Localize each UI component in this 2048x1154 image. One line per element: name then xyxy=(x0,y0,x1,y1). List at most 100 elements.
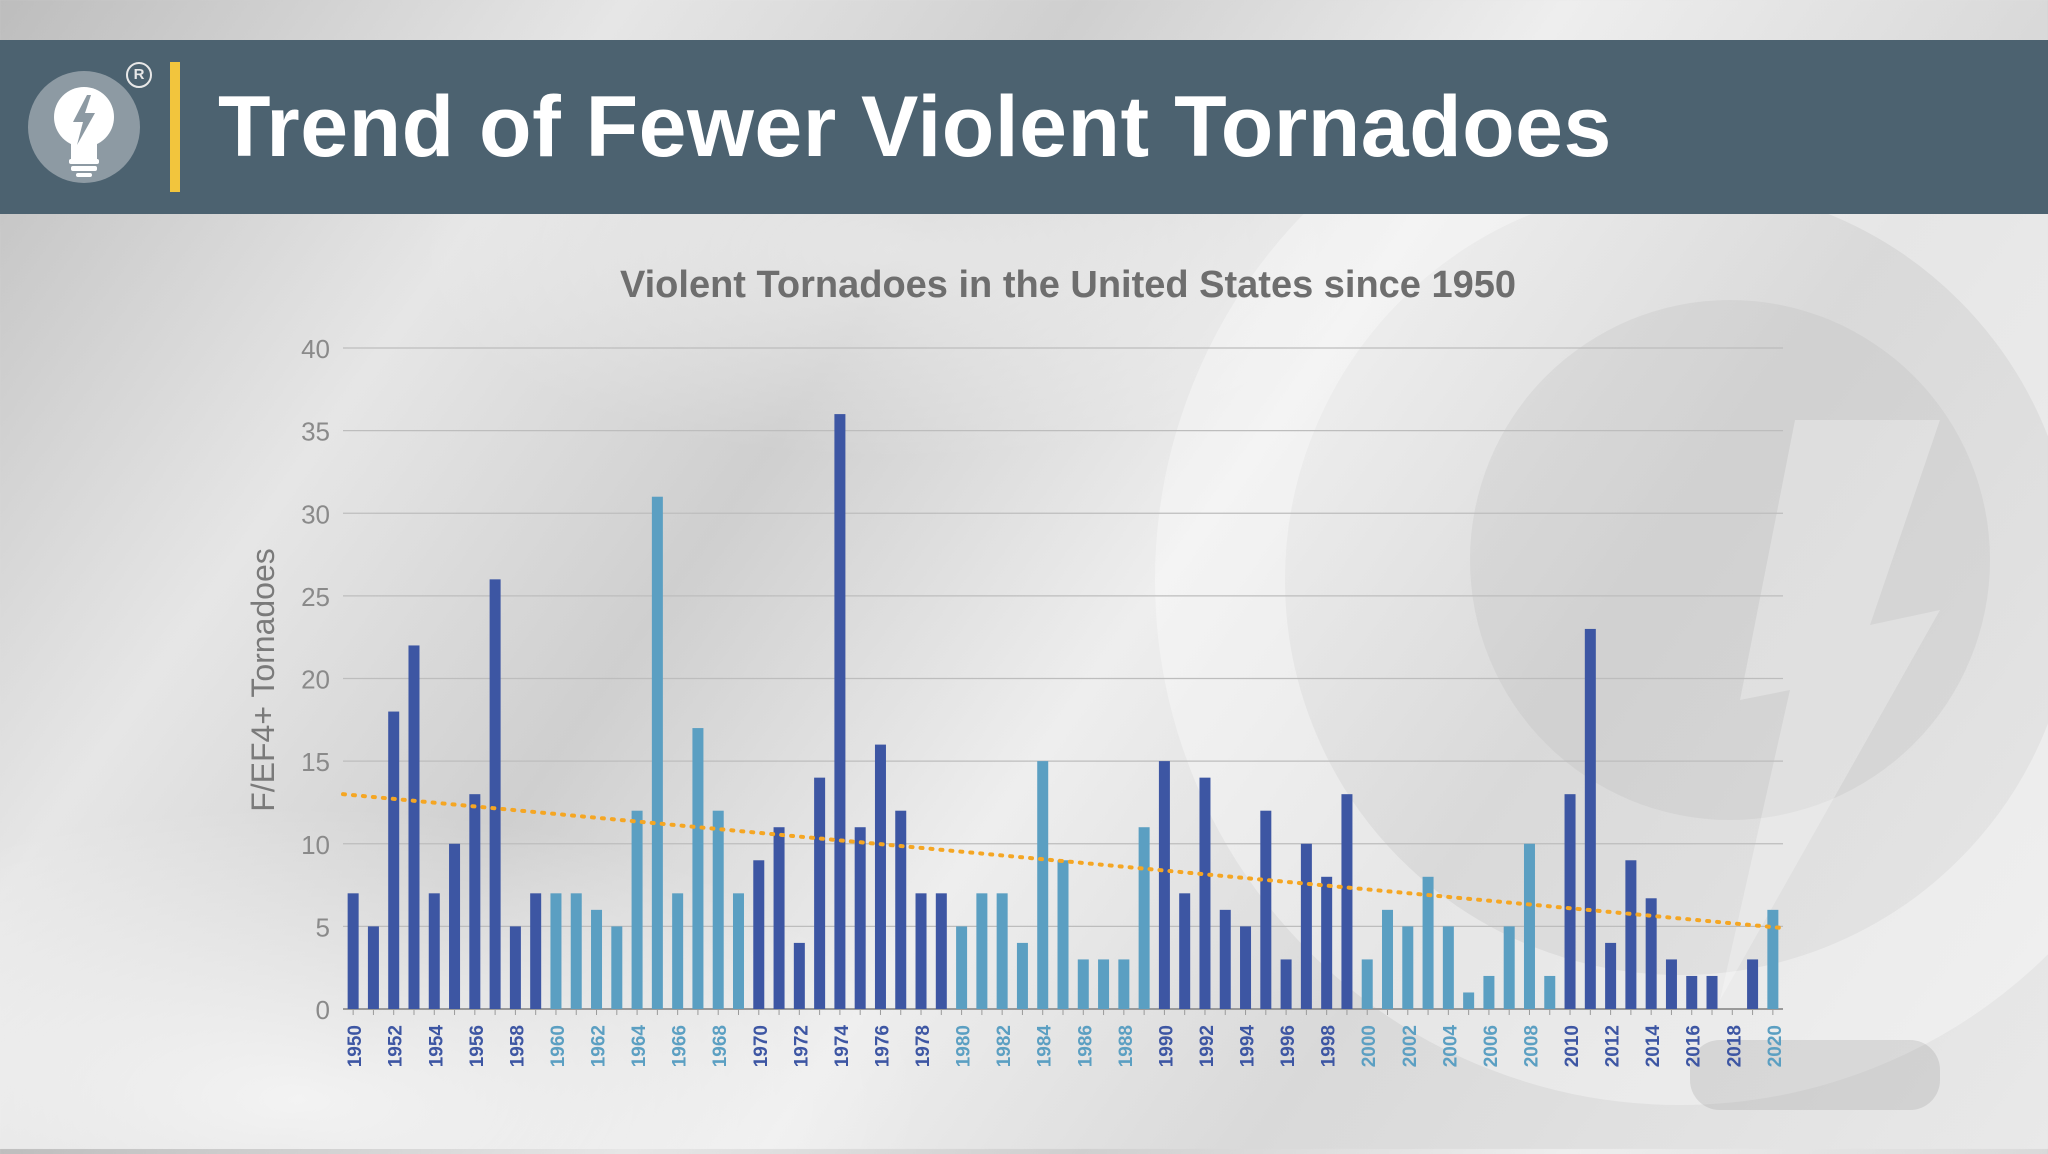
bar-1976 xyxy=(874,744,886,1009)
y-tick-label: 15 xyxy=(301,747,330,777)
x-tick-label: 1992 xyxy=(1197,1025,1218,1067)
bar-1974 xyxy=(834,414,846,1010)
x-tick-label: 2002 xyxy=(1400,1025,1421,1067)
page-title: Trend of Fewer Violent Tornadoes xyxy=(218,79,1612,175)
x-tick-label: 1978 xyxy=(913,1025,934,1067)
bar-2000 xyxy=(1361,959,1373,1009)
bar-2012 xyxy=(1605,942,1617,1009)
x-tick-label: 1952 xyxy=(386,1025,407,1067)
bar-2020 xyxy=(1767,909,1779,1009)
bar-1984 xyxy=(1037,761,1049,1009)
bar-1996 xyxy=(1280,959,1292,1009)
bar-2001 xyxy=(1382,909,1394,1009)
bar-1994 xyxy=(1240,926,1252,1009)
bar-2005 xyxy=(1463,992,1475,1009)
x-tick-label: 2012 xyxy=(1603,1025,1624,1067)
bar-1985 xyxy=(1057,860,1069,1009)
x-tick-label: 1982 xyxy=(994,1025,1015,1067)
x-tick-label: 2018 xyxy=(1724,1025,1745,1067)
x-tick-label: 1976 xyxy=(872,1025,893,1067)
x-tick-label: 1960 xyxy=(548,1025,569,1067)
bar-1997 xyxy=(1300,843,1312,1009)
bar-1975 xyxy=(854,827,866,1009)
x-tick-label: 1994 xyxy=(1238,1025,1259,1068)
bar-1972 xyxy=(793,942,805,1009)
bar-1961 xyxy=(570,893,582,1009)
bar-1965 xyxy=(651,496,663,1010)
bar-1979 xyxy=(935,893,947,1009)
bar-1981 xyxy=(976,893,988,1009)
bar-1973 xyxy=(814,777,826,1009)
bar-1999 xyxy=(1341,794,1353,1009)
bars xyxy=(347,414,1779,1010)
bar-1958 xyxy=(509,926,521,1009)
bar-1951 xyxy=(367,926,379,1009)
bar-1987 xyxy=(1098,959,1110,1009)
trendline xyxy=(341,792,1785,931)
x-tick-label: 1962 xyxy=(589,1025,610,1067)
bar-1959 xyxy=(530,893,542,1009)
bar-1966 xyxy=(672,893,684,1009)
x-tick-label: 2010 xyxy=(1562,1025,1583,1067)
bar-1995 xyxy=(1260,810,1272,1009)
x-tick-label: 1950 xyxy=(345,1025,366,1067)
x-tick-label: 1968 xyxy=(710,1025,731,1067)
bar-1991 xyxy=(1179,893,1191,1009)
bar-1986 xyxy=(1077,959,1089,1009)
x-tick-label: 2000 xyxy=(1359,1025,1380,1067)
bar-2003 xyxy=(1422,876,1434,1009)
x-tick-label: 2004 xyxy=(1440,1025,1461,1068)
x-tick-label: 1998 xyxy=(1319,1025,1340,1067)
x-tick-label: 1966 xyxy=(670,1025,691,1067)
bar-1969 xyxy=(732,893,744,1009)
x-tick-label: 1954 xyxy=(426,1025,447,1068)
y-axis-ticks: 0 5 10 15 20 25 30 35 40 xyxy=(301,334,330,1025)
bar-2006 xyxy=(1483,975,1495,1009)
bar-2014 xyxy=(1645,898,1657,1009)
bar-1992 xyxy=(1199,777,1211,1009)
bar-1964 xyxy=(631,810,643,1009)
bar-1978 xyxy=(915,893,927,1009)
bar-1970 xyxy=(753,860,765,1009)
trendline-dotted xyxy=(341,792,1785,931)
x-tick-label: 2008 xyxy=(1521,1025,1542,1067)
bar-2011 xyxy=(1584,628,1596,1009)
bar-2007 xyxy=(1503,926,1515,1009)
bar-2008 xyxy=(1523,843,1535,1009)
chart-title: Violent Tornadoes in the United States s… xyxy=(620,264,1516,306)
x-tick-label: 1984 xyxy=(1035,1025,1056,1068)
bar-2004 xyxy=(1442,926,1454,1009)
y-tick-label: 30 xyxy=(301,499,330,529)
bar-2002 xyxy=(1402,926,1414,1009)
bar-2016 xyxy=(1686,975,1698,1009)
bar-1993 xyxy=(1219,909,1231,1009)
bar-1963 xyxy=(611,926,623,1009)
y-tick-label: 20 xyxy=(301,665,330,695)
bar-2017 xyxy=(1706,975,1718,1009)
y-tick-label: 10 xyxy=(301,830,330,860)
x-tick-label: 1970 xyxy=(751,1025,772,1067)
bar-1982 xyxy=(996,893,1008,1009)
y-tick-label: 25 xyxy=(301,582,330,612)
x-tick-label: 1986 xyxy=(1075,1025,1096,1067)
bar-1977 xyxy=(895,810,907,1009)
lightbulb-bolt-icon xyxy=(28,71,140,183)
x-tick-label: 1974 xyxy=(832,1025,853,1068)
bar-1989 xyxy=(1138,827,1150,1009)
x-tick-label: 1996 xyxy=(1278,1025,1299,1067)
title-divider xyxy=(170,62,180,192)
x-tick-label: 2016 xyxy=(1684,1025,1705,1067)
title-banner: R Trend of Fewer Violent Tornadoes xyxy=(0,40,2048,214)
bar-2013 xyxy=(1625,860,1637,1009)
bar-2009 xyxy=(1544,975,1556,1009)
x-tick-label: 2020 xyxy=(1765,1025,1786,1067)
bar-2015 xyxy=(1665,959,1677,1009)
bar-1971 xyxy=(773,827,785,1009)
bar-1968 xyxy=(712,810,724,1009)
x-tick-label: 1980 xyxy=(954,1025,975,1067)
bar-1980 xyxy=(956,926,968,1009)
x-axis-ticks: 1950 1952 1954 1956 1958 1960 1962 1964 1966 1968… xyxy=(345,1009,1786,1067)
y-tick-label: 5 xyxy=(316,912,330,942)
